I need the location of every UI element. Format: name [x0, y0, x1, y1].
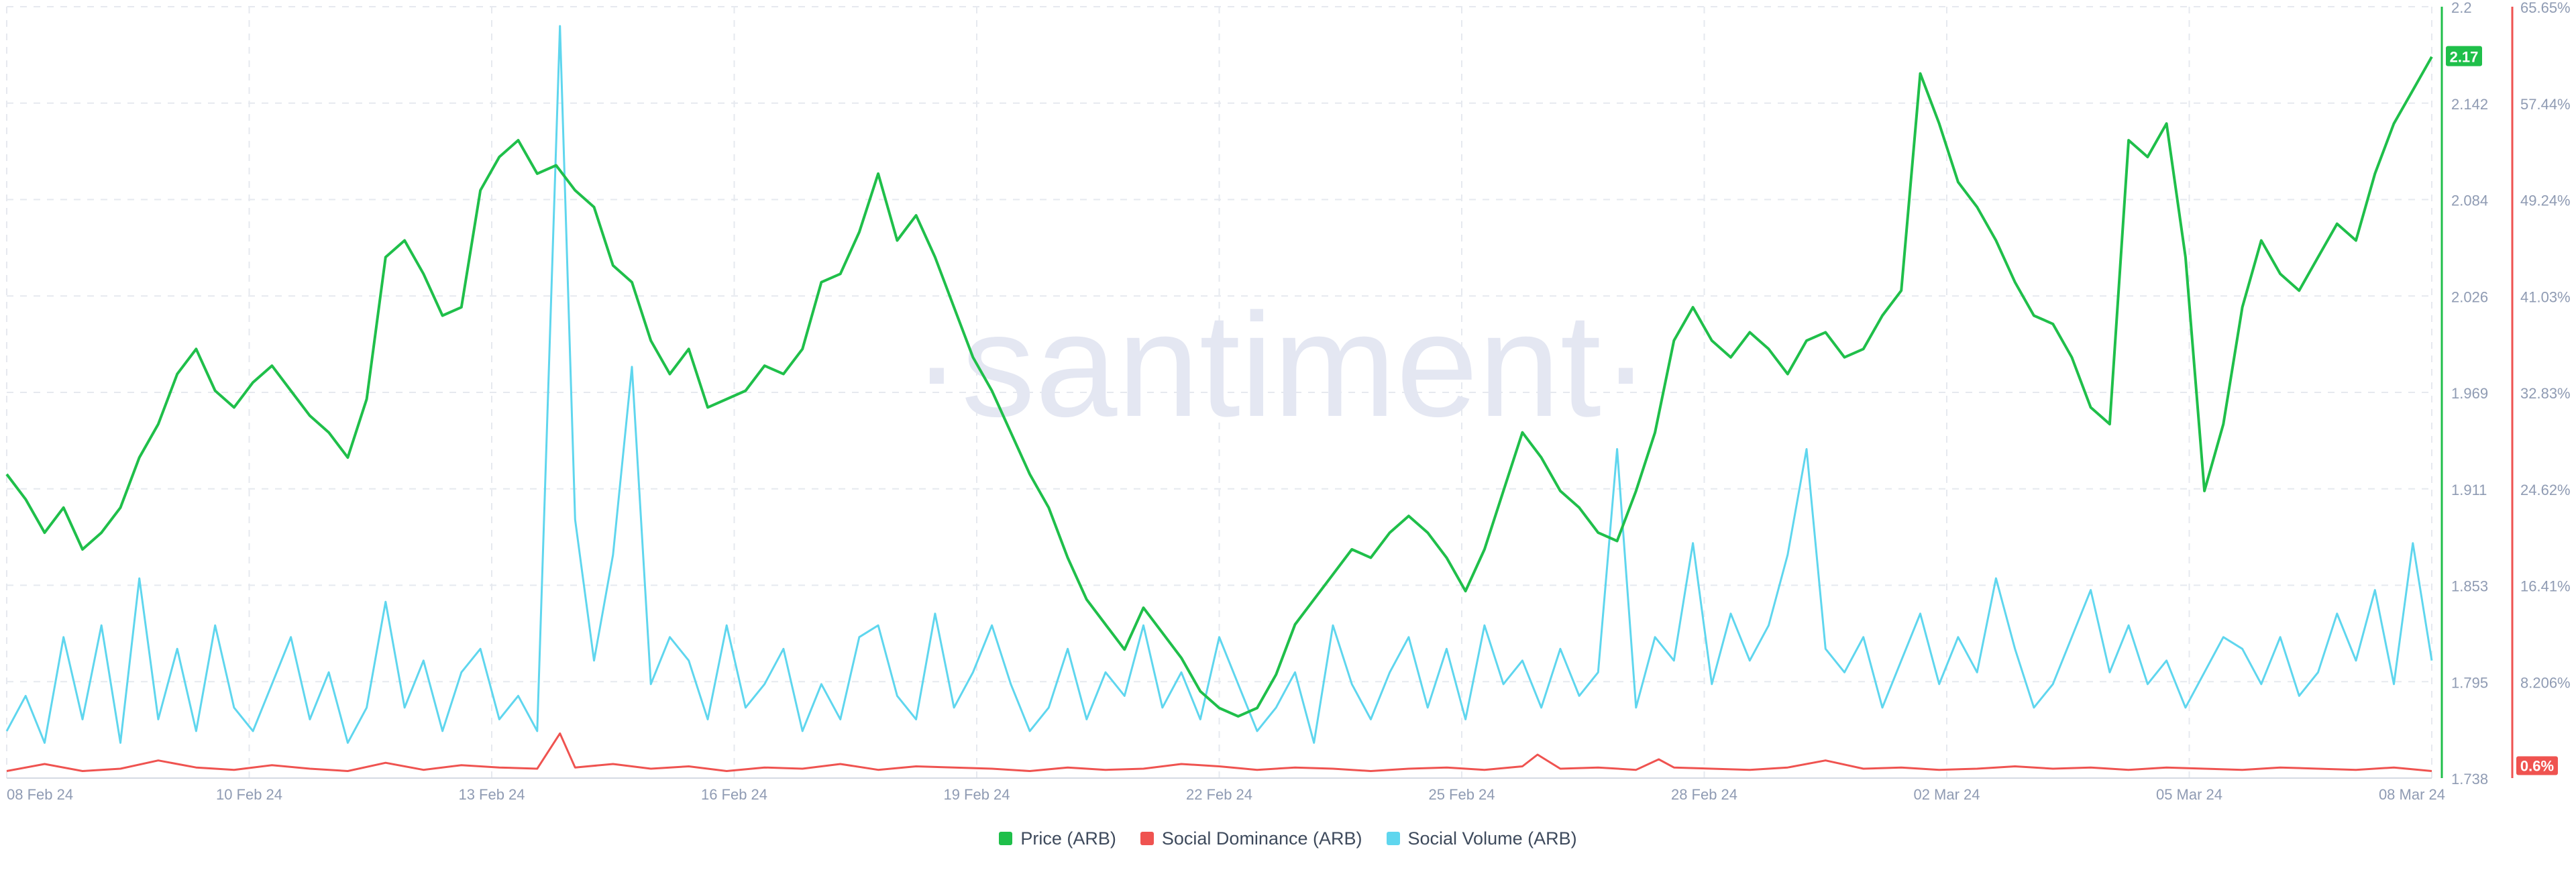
axes: 2.2 2.142 2.084 2.026 1.969 1.911 1.853 1.795 1.…	[7, 0, 2571, 787]
legend-swatch-price	[999, 832, 1013, 845]
x-tick-label: 08 Feb 24	[7, 786, 73, 803]
x-axis-labels: 08 Feb 24 10 Feb 24 13 Feb 24 16 Feb 24 19 F…	[7, 786, 2445, 803]
dominance-current-badge	[2516, 756, 2558, 775]
price-tick-label: 1.738	[2451, 771, 2488, 787]
legend-label-price: Price (ARB)	[1020, 828, 1116, 849]
legend-swatch-dominance	[1140, 832, 1154, 845]
x-tick-label: 19 Feb 24	[943, 786, 1010, 803]
x-tick-label: 08 Mar 24	[2379, 786, 2445, 803]
x-tick-label: 28 Feb 24	[1671, 786, 1737, 803]
price-tick-label: 1.853	[2451, 578, 2488, 595]
social-volume-line	[5, 25, 2433, 744]
x-tick-label: 10 Feb 24	[216, 786, 282, 803]
x-tick-label: 25 Feb 24	[1428, 786, 1495, 803]
legend-item-price[interactable]: Price (ARB)	[999, 828, 1116, 849]
watermark: ·santiment·	[912, 282, 1650, 447]
dominance-tick-label: 24.62%	[2520, 482, 2571, 498]
price-line	[5, 56, 2433, 718]
price-tick-label: 2.142	[2451, 96, 2488, 113]
price-tick-label: 1.911	[2451, 482, 2487, 498]
dominance-tick-label: 8.206%	[2520, 674, 2571, 691]
social-volume-layer	[5, 25, 2433, 744]
price-current-badge	[2446, 46, 2482, 66]
legend-label-volume: Social Volume (ARB)	[1407, 828, 1577, 849]
dominance-tick-label: 65.65%	[2520, 0, 2571, 16]
dominance-tick-label: 49.24%	[2520, 193, 2571, 209]
price-tick-label: 1.795	[2451, 674, 2488, 691]
dominance-tick-label: 57.44%	[2520, 96, 2571, 113]
x-tick-label: 13 Feb 24	[458, 786, 525, 803]
x-tick-label: 22 Feb 24	[1186, 786, 1252, 803]
legend: Price (ARB) Social Dominance (ARB) Socia…	[0, 818, 2576, 859]
dominance-tick-label: 41.03%	[2520, 288, 2571, 305]
price-layer	[5, 56, 2433, 718]
price-tick-label: 2.084	[2451, 193, 2488, 209]
social-dominance-line	[6, 732, 2432, 772]
legend-label-dominance: Social Dominance (ARB)	[1161, 828, 1362, 849]
x-tick-label: 16 Feb 24	[701, 786, 767, 803]
legend-swatch-volume	[1386, 832, 1400, 845]
x-tick-label: 05 Mar 24	[2156, 786, 2222, 803]
x-tick-label: 02 Mar 24	[1913, 786, 1980, 803]
dominance-current-label: 0.6%	[2520, 757, 2554, 774]
dominance-tick-label: 32.83%	[2520, 385, 2571, 402]
price-tick-label: 1.969	[2451, 385, 2488, 402]
price-current-label: 2.17	[2450, 49, 2479, 66]
price-tick-label: 2.2	[2451, 0, 2472, 16]
legend-item-volume[interactable]: Social Volume (ARB)	[1386, 828, 1577, 849]
legend-item-dominance[interactable]: Social Dominance (ARB)	[1140, 828, 1362, 849]
price-tick-label: 2.026	[2451, 288, 2488, 305]
social-dominance-layer	[6, 732, 2432, 772]
dominance-tick-label: 16.41%	[2520, 578, 2571, 595]
